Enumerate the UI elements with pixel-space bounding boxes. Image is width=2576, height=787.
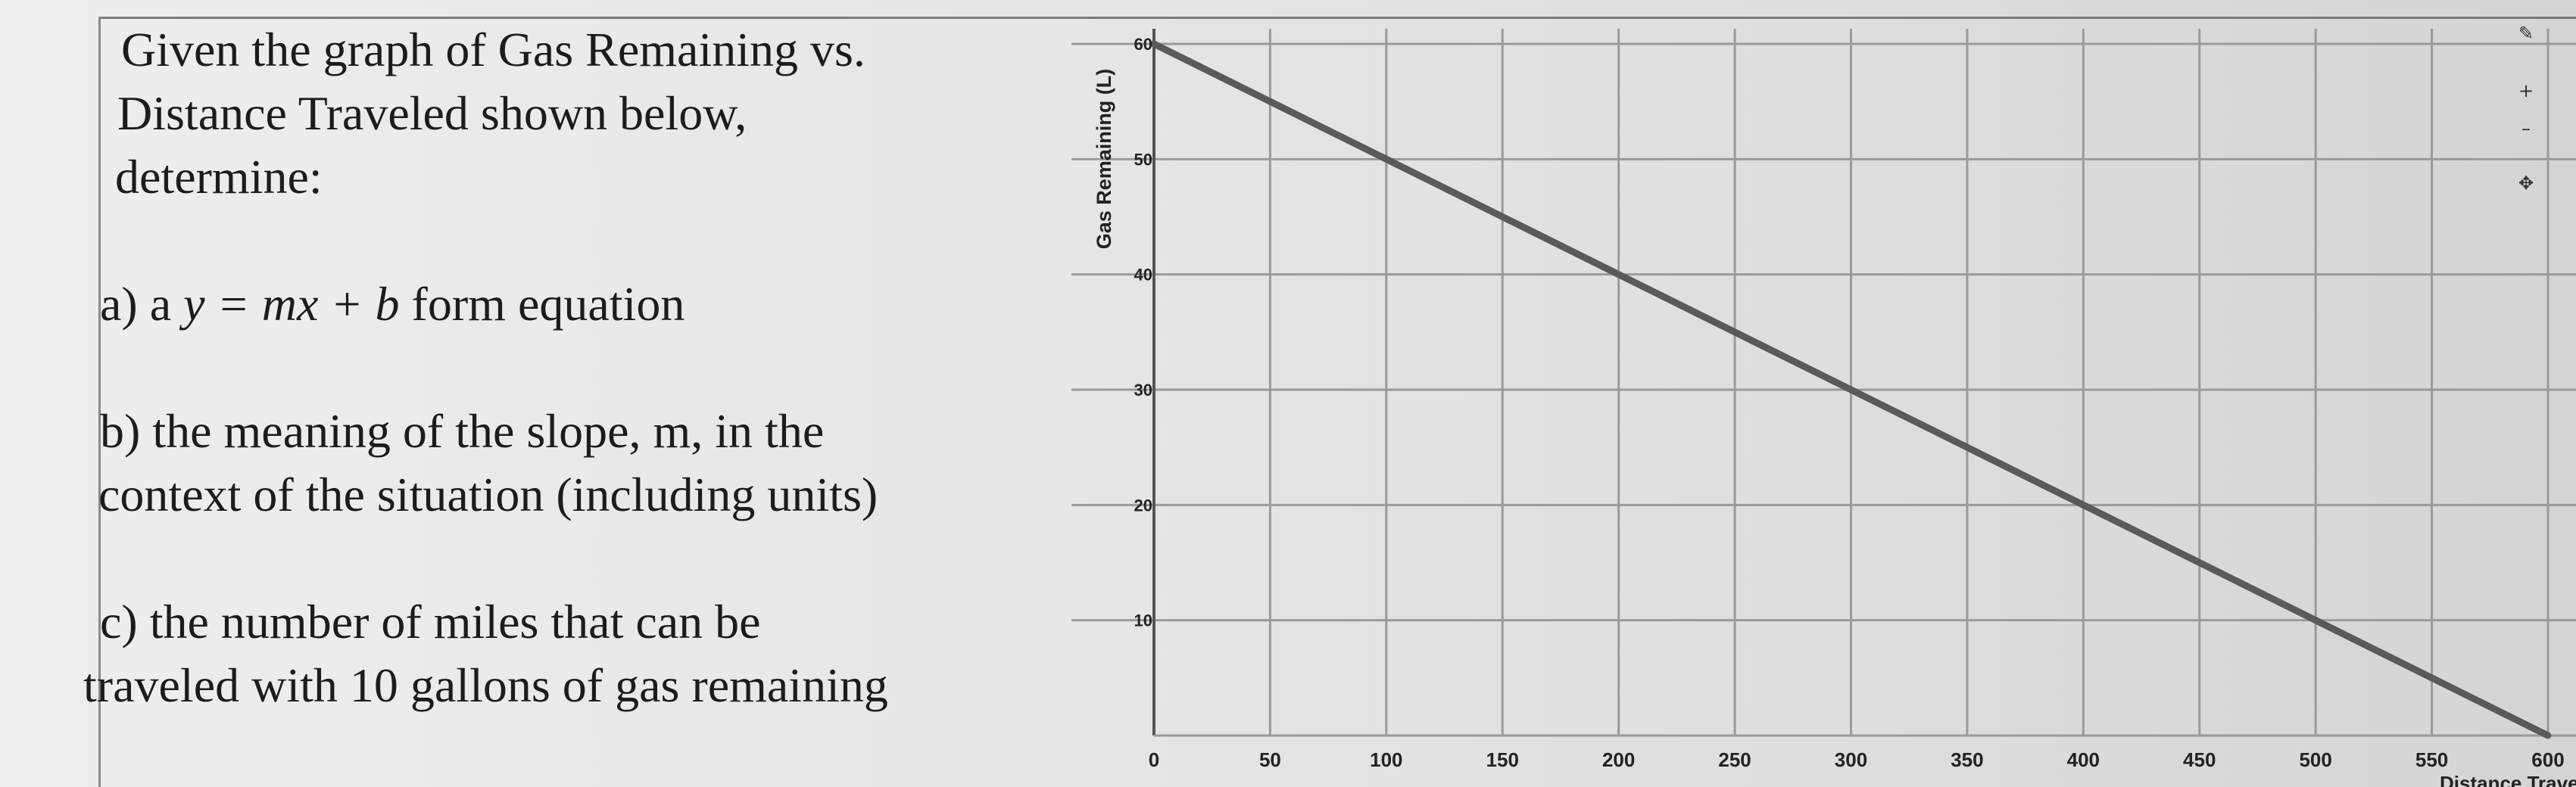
move-icon[interactable]: ✥ [2518,173,2534,194]
x-tick-label: 500 [2299,748,2331,771]
x-tick-label: 0 [1149,748,1159,771]
left-border-line [98,17,101,787]
question-c-line-2: traveled with 10 gallons of gas remainin… [83,658,888,712]
intro-line-2: Distance Traveled shown below, [117,86,747,140]
x-axis-ticks: 0 50 100 150 200 250 300 350 400 450 500 550 600 [1149,748,2565,771]
question-b-line-1: b) the meaning of the slope, m, in the [100,404,825,458]
x-axis-title: Distance Traveled (km) [2440,772,2576,787]
x-tick-label: 100 [1370,748,1402,771]
question-a-prefix: a) a [100,277,184,331]
y-tick-label: 60 [1134,35,1152,54]
top-border-line [98,17,2576,19]
chart-grid [1071,29,2576,737]
pencil-icon[interactable]: ✎ [2518,23,2534,44]
x-tick-label: 300 [1835,748,1867,771]
x-tick-label: 350 [1951,748,1983,771]
series-line [1150,40,2552,739]
plus-icon[interactable]: + [2518,80,2534,101]
question-b-line-2: context of the situation (including unit… [98,468,878,521]
chart-series [1150,40,2552,739]
y-tick-label: 50 [1134,150,1152,169]
y-tick-label: 40 [1134,266,1152,285]
minus-icon[interactable]: – [2521,118,2531,139]
question-a: a) a y = mx + b form equation [83,272,1030,336]
x-tick-label: 50 [1259,748,1281,771]
problem-statement: Given the graph of Gas Remaining vs. Dis… [83,18,1030,717]
graph-toolbar: ✎ + – ✥ [2518,23,2534,194]
x-tick-label: 400 [2067,748,2100,771]
y-tick-label: 10 [1134,611,1152,630]
y-tick-label: 30 [1134,381,1152,400]
y-axis-title: Gas Remaining (L) [1093,69,1115,250]
y-axis-ticks: 10 20 30 40 50 60 [1134,35,1152,630]
x-tick-label: 450 [2183,748,2216,771]
intro-line-3: determine: [115,150,323,204]
x-tick-label: 150 [1486,748,1519,771]
x-tick-label: 600 [2531,748,2564,771]
x-tick-label: 550 [2415,748,2448,771]
question-c-line-1: c) the number of miles that can be [100,595,761,649]
x-tick-label: 250 [1718,748,1751,771]
y-tick-label: 20 [1134,496,1152,515]
x-tick-label: 200 [1602,748,1635,771]
question-a-equation: y = mx + b [183,277,400,331]
question-a-suffix: form equation [399,277,685,331]
intro-line-1: Given the graph of Gas Remaining vs. [121,23,865,76]
